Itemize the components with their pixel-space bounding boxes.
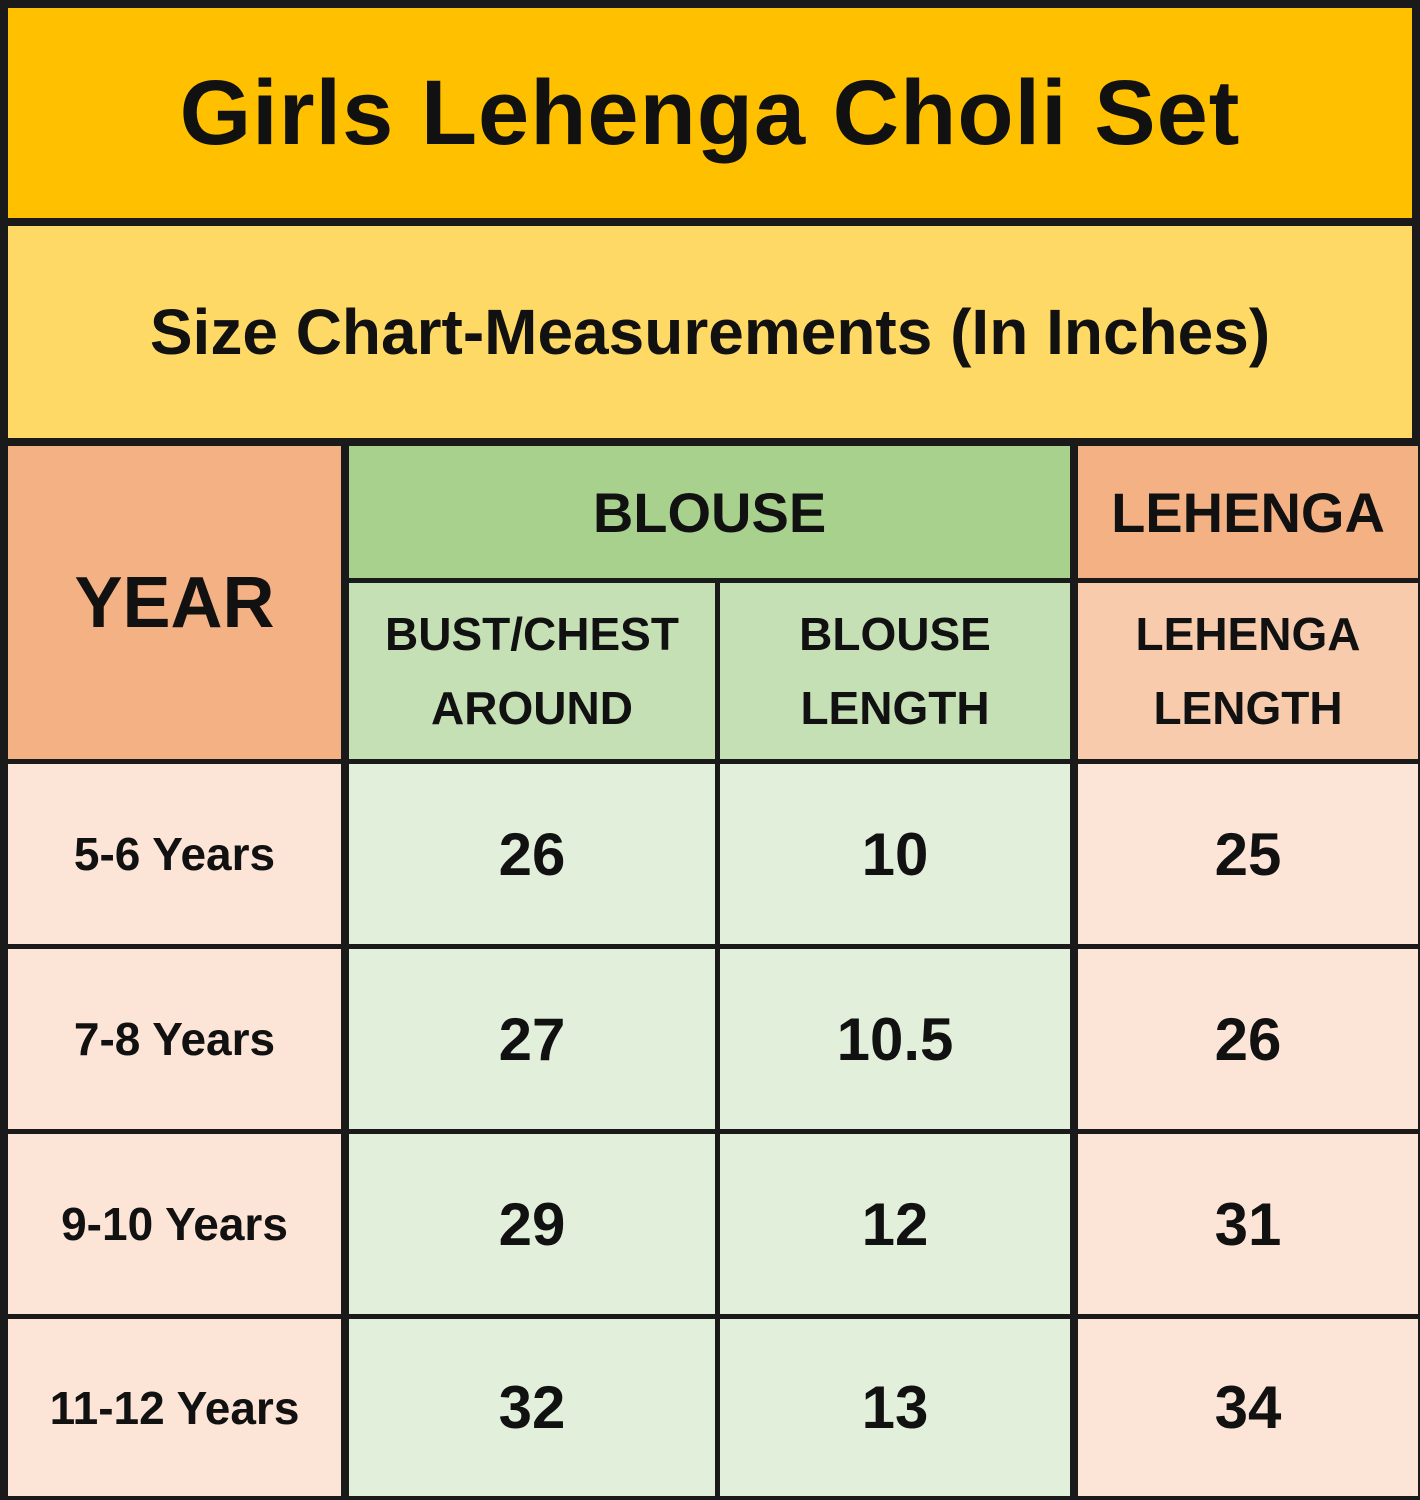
table-cell-blouse-length: 13 — [720, 1319, 1070, 1496]
lehenga-length-header-line2: LENGTH — [1153, 682, 1343, 734]
table-row-year: 7-8 Years — [8, 949, 341, 1129]
table-cell-bust: 27 — [349, 949, 715, 1129]
lehenga-group-label: LEHENGA — [1111, 480, 1385, 544]
blouse-length-header-line1: BLOUSE — [799, 608, 991, 660]
bust-chest-header: BUST/CHEST AROUND — [349, 583, 715, 759]
table-cell-lehenga-length: 26 — [1078, 949, 1418, 1129]
lehenga-length-header: LEHENGA LENGTH — [1078, 583, 1418, 759]
table-cell-blouse-length: 12 — [720, 1134, 1070, 1314]
year-header-label: YEAR — [74, 562, 275, 643]
table-cell-lehenga-length: 34 — [1078, 1319, 1418, 1496]
lehenga-group-header: LEHENGA — [1078, 446, 1418, 578]
blouse-group-label: BLOUSE — [592, 480, 827, 544]
table-row-year: 11-12 Years — [8, 1319, 341, 1496]
year-header: YEAR — [8, 446, 341, 759]
table-cell-bust: 29 — [349, 1134, 715, 1314]
table-cell-lehenga-length: 25 — [1078, 764, 1418, 944]
blouse-length-header-line2: LENGTH — [800, 682, 990, 734]
bust-header-line2: AROUND — [431, 682, 633, 734]
chart-title: Girls Lehenga Choli Set — [8, 8, 1412, 218]
table-cell-lehenga-length: 31 — [1078, 1134, 1418, 1314]
blouse-length-header: BLOUSE LENGTH — [720, 583, 1070, 759]
table-row-year: 9-10 Years — [8, 1134, 341, 1314]
table-cell-bust: 32 — [349, 1319, 715, 1496]
bust-header-line1: BUST/CHEST — [385, 608, 679, 660]
lehenga-length-header-line1: LEHENGA — [1135, 608, 1361, 660]
chart-subtitle: Size Chart-Measurements (In Inches) — [8, 226, 1412, 438]
table-cell-blouse-length: 10 — [720, 764, 1070, 944]
blouse-group-header: BLOUSE — [349, 446, 1070, 578]
table-row-year: 5-6 Years — [8, 764, 341, 944]
table-cell-blouse-length: 10.5 — [720, 949, 1070, 1129]
table-cell-bust: 26 — [349, 764, 715, 944]
